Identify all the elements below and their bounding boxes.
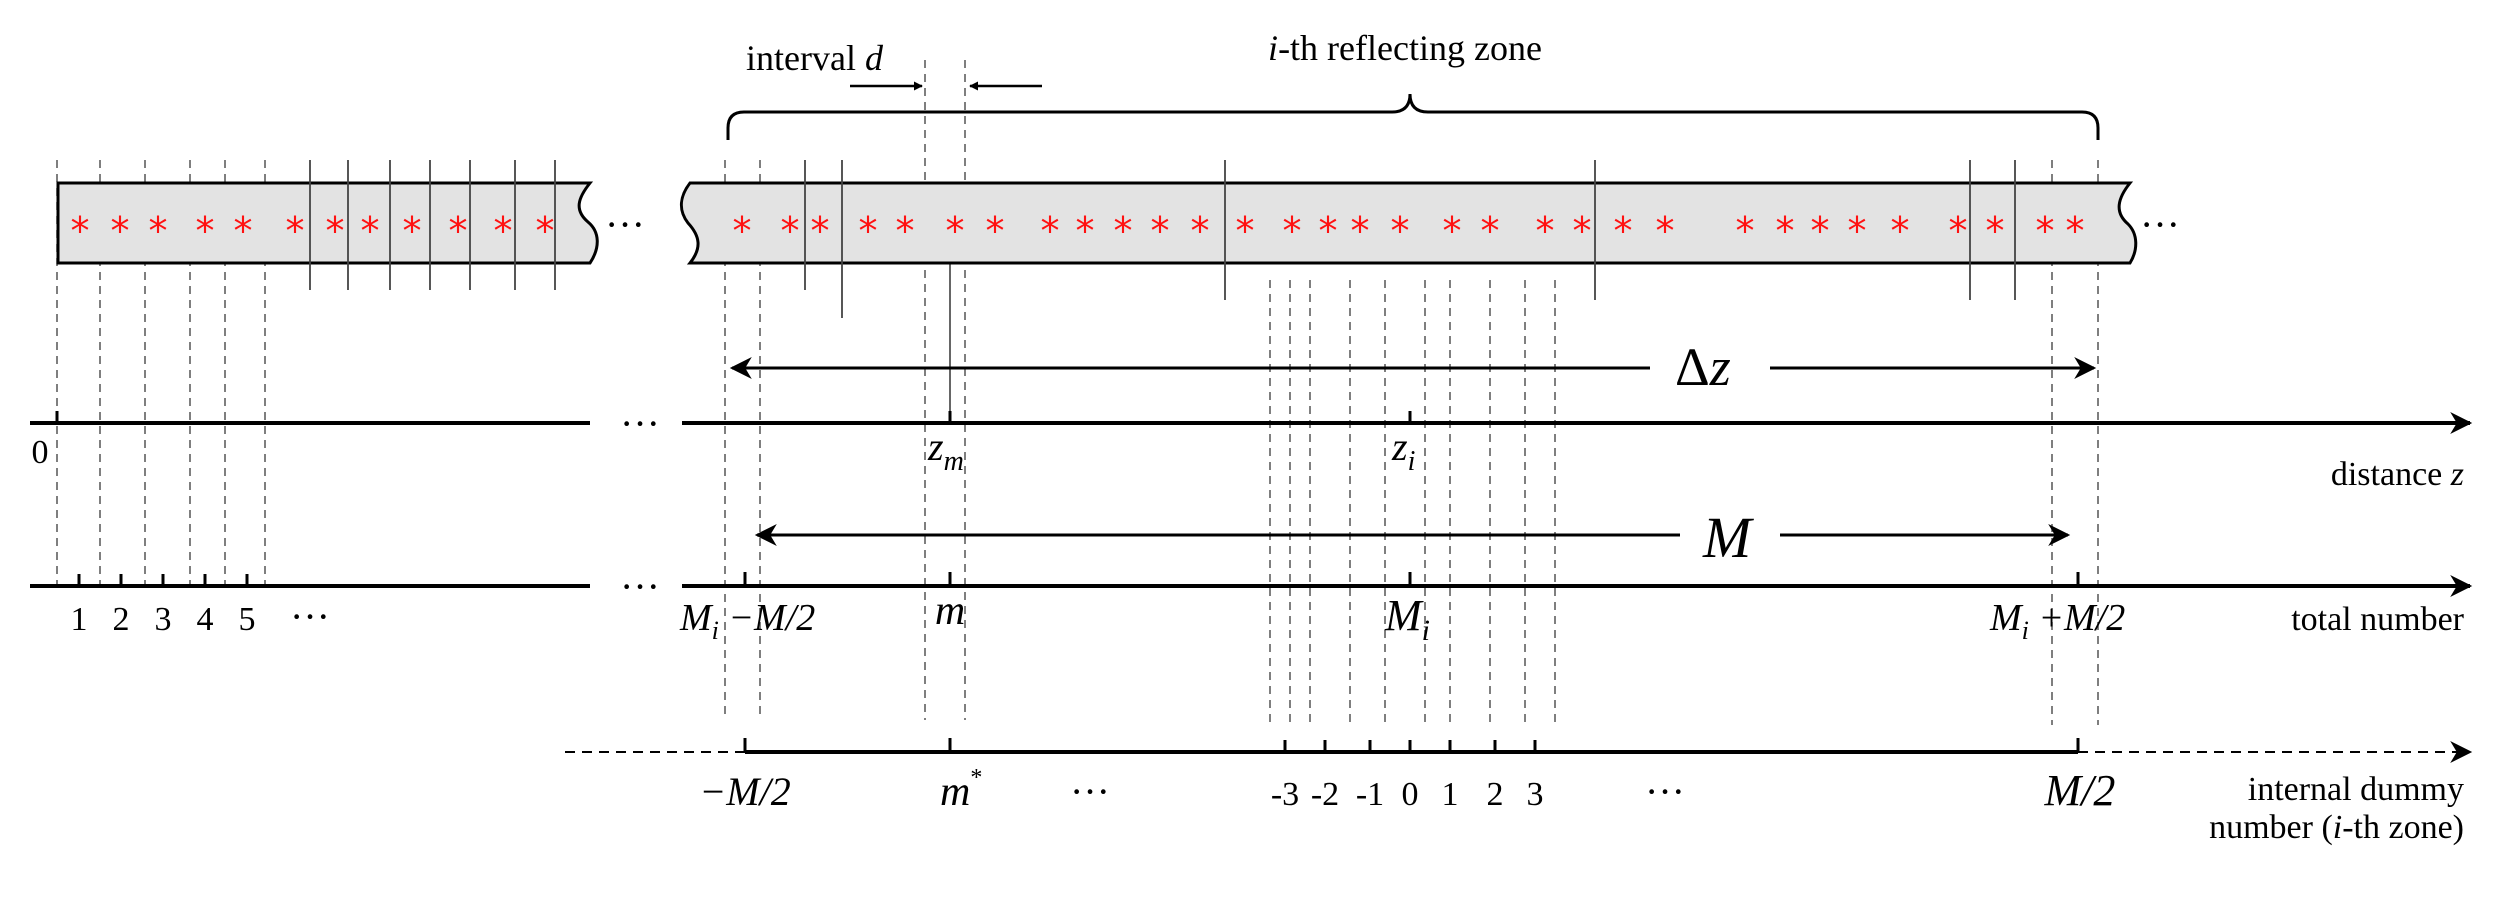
dummy-tick-label: -2: [1311, 776, 1339, 813]
dummy-dots-left: ···: [1070, 769, 1110, 814]
reflector-star: *: [1076, 209, 1095, 253]
reflector-star: *: [1776, 209, 1795, 253]
grating-stars: * * * * * * * * * * * * * * * * * * * * * * * * * * * * * * * * * * * * * * * *…: [71, 209, 2085, 253]
mi-minus-half-label: Mi −M/2: [679, 597, 815, 645]
reflector-star: *: [2066, 209, 2085, 253]
reflector-star: *: [1319, 209, 1338, 253]
reflector-star: *: [1656, 209, 1675, 253]
reflector-star: *: [1443, 209, 1462, 253]
distance-axis-dots: ···: [620, 401, 660, 446]
reflector-star: *: [781, 209, 800, 253]
reflector-star: *: [859, 209, 878, 253]
total-tick-label: 2: [113, 601, 130, 638]
mi-label: Mi: [1384, 591, 1430, 647]
dummy-axis-label-line2: number (i-th zone): [2209, 809, 2464, 846]
guide-dashes: [56, 60, 2099, 725]
total-ticks-dots: ···: [290, 594, 330, 639]
dummy-tick-label: -1: [1356, 776, 1384, 813]
total-axis-dots: ···: [620, 564, 660, 609]
reflector-star: *: [71, 209, 90, 253]
grating-lines: [309, 160, 2016, 423]
dummy-axis-ticks: -3 -2 -1 0 1 2 3: [1271, 740, 1544, 813]
reflector-star: *: [1283, 209, 1302, 253]
reflector-star: *: [1736, 209, 1755, 253]
reflector-star: *: [986, 209, 1005, 253]
total-tick-label: 5: [239, 601, 256, 638]
reflector-star: *: [1614, 209, 1633, 253]
m-label: m: [935, 588, 965, 634]
total-tick-label: 3: [155, 601, 172, 638]
pos-half-label: M/2: [2044, 766, 2116, 815]
neg-half-label: −M/2: [699, 769, 790, 814]
grating-left-strip: [56, 181, 599, 265]
reflector-star: *: [1391, 209, 1410, 253]
reflector-star: *: [234, 209, 253, 253]
grating-dots-right: ···: [2140, 202, 2180, 247]
grating-right-strip: [680, 181, 2138, 265]
dummy-tick-label: -3: [1271, 776, 1299, 813]
reflector-star: *: [1891, 209, 1910, 253]
reflector-star: *: [733, 209, 752, 253]
reflector-star: *: [326, 209, 345, 253]
reflector-star: *: [1811, 209, 1830, 253]
reflector-star: *: [2036, 209, 2055, 253]
reflector-star: *: [449, 209, 468, 253]
total-number-label: total number: [2291, 601, 2464, 638]
dummy-tick-label: 0: [1402, 776, 1419, 813]
total-tick-label: 1: [71, 601, 88, 638]
reflector-star: *: [1536, 209, 1555, 253]
reflector-star: *: [196, 209, 215, 253]
reflector-star: *: [1191, 209, 1210, 253]
total-tick-label: 4: [197, 601, 214, 638]
reflector-star: *: [361, 209, 380, 253]
distance-axis-label: distance z: [2331, 456, 2464, 493]
reflector-star: *: [1481, 209, 1500, 253]
reflector-star: *: [1041, 209, 1060, 253]
grating-strips: [56, 181, 2138, 265]
reflector-star: *: [1351, 209, 1370, 253]
m-span-label: M: [1702, 505, 1754, 570]
reflector-star: *: [1986, 209, 2005, 253]
dummy-axis-label-line1: internal dummy: [2248, 771, 2464, 808]
reflector-star: *: [1949, 209, 1968, 253]
reflector-star: *: [536, 209, 555, 253]
delta-z-label: Δz: [1675, 337, 1731, 397]
reflector-star: *: [811, 209, 830, 253]
reflector-star: *: [286, 209, 305, 253]
zone-brace: [726, 93, 2100, 140]
reflector-star: *: [403, 209, 422, 253]
dummy-tick-label: 1: [1442, 776, 1459, 813]
reflector-star: *: [896, 209, 915, 253]
m-star-label: m*: [940, 765, 982, 815]
zero-label: 0: [32, 434, 49, 471]
reflector-star: *: [111, 209, 130, 253]
reflector-star: *: [1114, 209, 1133, 253]
dummy-dots-right: ···: [1645, 769, 1685, 814]
reflector-star: *: [1236, 209, 1255, 253]
mi-plus-half-label: Mi +M/2: [1989, 597, 2125, 645]
dummy-tick-label: 2: [1487, 776, 1504, 813]
reflector-star: *: [1151, 209, 1170, 253]
zm-label: zm: [927, 424, 964, 477]
reflector-star: *: [149, 209, 168, 253]
interval-label: interval d: [746, 38, 884, 78]
reflector-star: *: [946, 209, 965, 253]
reflector-star: *: [494, 209, 513, 253]
reflector-star: *: [1848, 209, 1867, 253]
grating-dots-middle: ···: [605, 202, 645, 247]
zi-label: zi: [1391, 424, 1415, 477]
dummy-tick-label: 3: [1527, 776, 1544, 813]
reflector-star: *: [1573, 209, 1592, 253]
zone-title: i-th reflecting zone: [1268, 28, 1542, 68]
